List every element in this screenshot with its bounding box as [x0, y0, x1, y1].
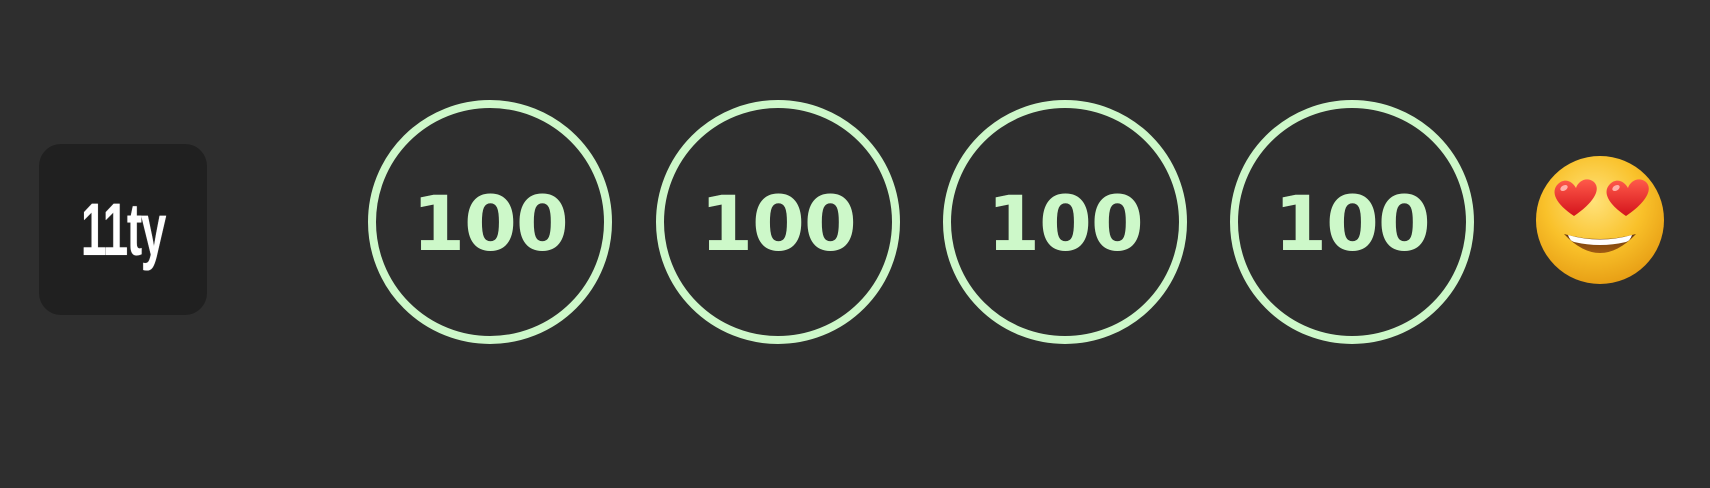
score-value: 100	[1274, 179, 1431, 268]
score-ring: 100	[368, 100, 612, 344]
score-ring: 100	[1230, 100, 1474, 344]
logo-text: 11ty	[80, 187, 167, 271]
score-value: 100	[987, 179, 1144, 268]
score-value: 100	[412, 179, 569, 268]
score-ring: 100	[656, 100, 900, 344]
heart-eyes-emoji-icon	[1536, 156, 1664, 284]
eleventy-logo: 11ty	[39, 144, 207, 315]
score-value: 100	[700, 179, 857, 268]
score-ring: 100	[943, 100, 1187, 344]
